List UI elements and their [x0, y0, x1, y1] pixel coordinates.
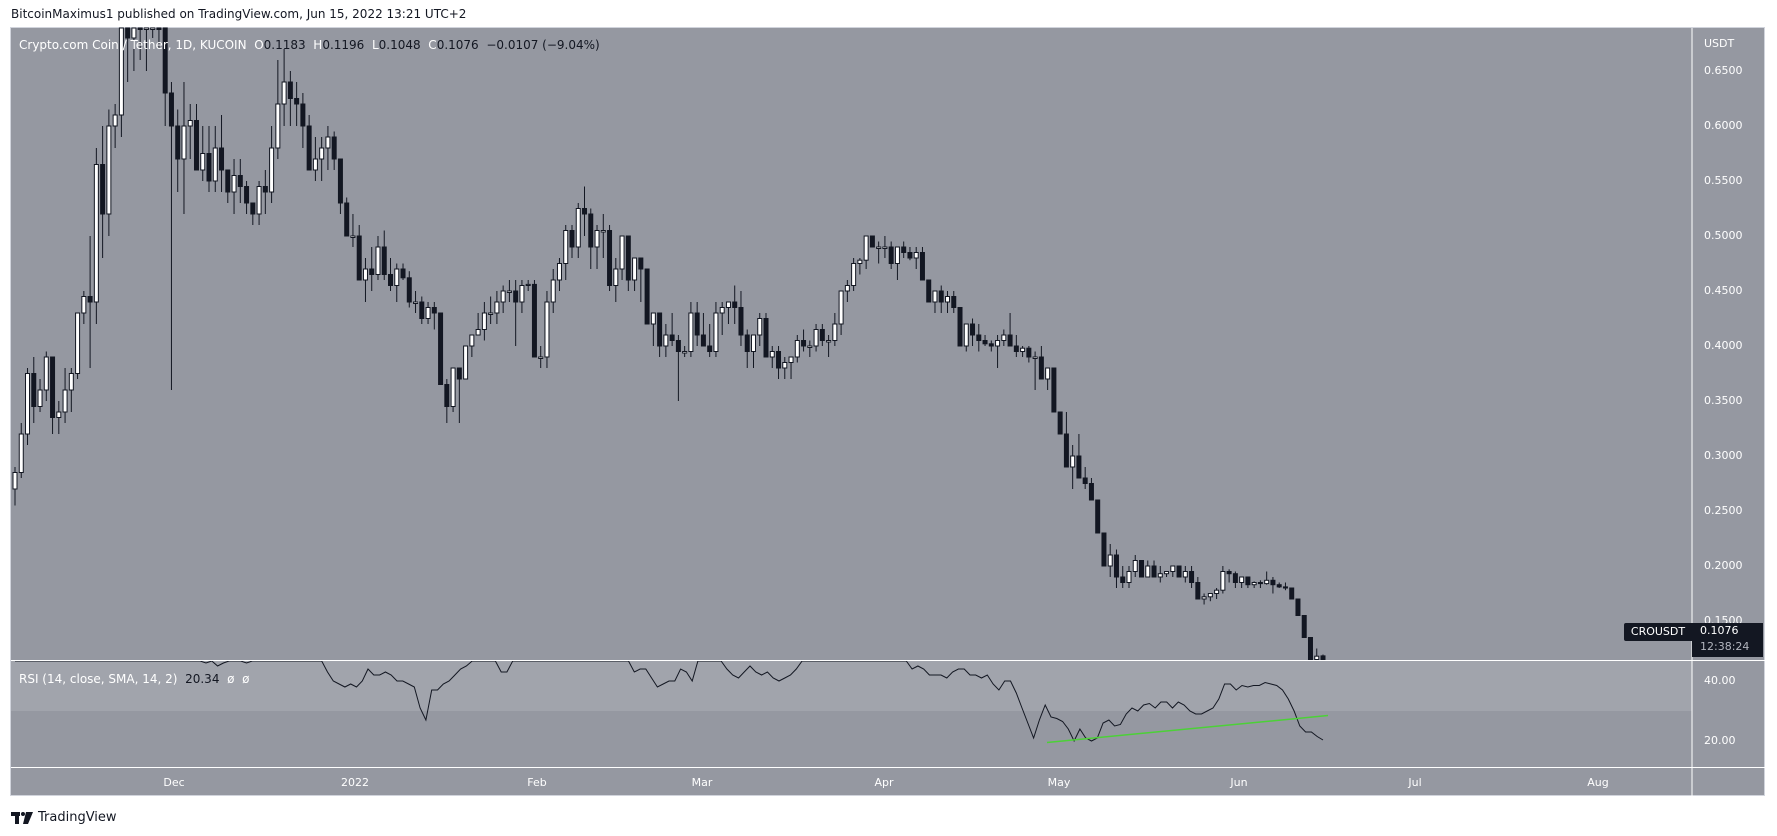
time-label: Aug	[1587, 776, 1609, 789]
rsi-legend[interactable]: RSI (14, close, SMA, 14, 2) 20.34 ø ø	[19, 672, 249, 686]
bar-countdown: 12:38:24	[1700, 640, 1750, 653]
high-value: 0.1196	[322, 38, 365, 52]
price-tick: 0.2500	[1704, 504, 1743, 517]
price-tick: 0.4500	[1704, 284, 1743, 297]
open-value: 0.1183	[263, 38, 306, 52]
candlestick-series	[12, 27, 1326, 661]
brand-name: TradingView	[38, 810, 117, 825]
price-axis-currency: USDT	[1704, 37, 1735, 50]
rsi-extra-1: ø	[227, 672, 235, 686]
close-value: 0.1076	[436, 38, 479, 52]
symbol-price-tag: CROUSDT	[1624, 623, 1692, 641]
price-tick: 0.3500	[1704, 394, 1743, 407]
rsi-extra-2: ø	[242, 672, 250, 686]
last-price-value: 0.1076	[1700, 624, 1739, 637]
low-value: 0.1048	[378, 38, 421, 52]
price-tick: 0.4000	[1704, 339, 1743, 352]
last-price-tag: 0.1076 12:38:24	[1692, 623, 1763, 657]
price-tick: 0.5500	[1704, 174, 1743, 187]
time-label: Jul	[1408, 776, 1422, 789]
rsi-tick: 20.00	[1704, 734, 1736, 747]
rsi-label: RSI (14, close, SMA, 14, 2)	[19, 672, 178, 686]
rsi-tick: 40.00	[1704, 674, 1736, 687]
symbol-legend[interactable]: Crypto.com Coin / Tether, 1D, KUCOIN O0.…	[19, 38, 600, 52]
time-label: Mar	[691, 776, 713, 789]
rsi-trendline	[1046, 714, 1329, 744]
time-label: 2022	[341, 776, 369, 789]
published-by-line: BitcoinMaximus1 published on TradingView…	[11, 7, 467, 21]
rsi-value: 20.34	[185, 672, 220, 686]
price-tick: 0.5000	[1704, 229, 1743, 242]
symbol-title: Crypto.com Coin / Tether, 1D, KUCOIN	[19, 38, 247, 52]
change-value: −0.0107 (−9.04%)	[486, 38, 600, 52]
time-label: Dec	[163, 776, 185, 789]
price-tick: 0.6500	[1704, 64, 1743, 77]
time-label: Feb	[527, 776, 547, 789]
price-tick: 0.2000	[1704, 559, 1743, 572]
rsi-band	[11, 660, 1692, 711]
tradingview-brand[interactable]: TradingView	[11, 810, 117, 825]
price-tick: 0.3000	[1704, 449, 1743, 462]
time-label: Jun	[1230, 776, 1248, 789]
time-label: May	[1047, 776, 1071, 789]
time-label: Apr	[874, 776, 894, 789]
price-tick: 0.6000	[1704, 119, 1743, 132]
tradingview-logo-icon	[11, 811, 33, 824]
